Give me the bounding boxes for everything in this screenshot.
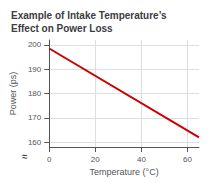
svg-text:Example of Intake Temperature’: Example of Intake Temperature’s [11, 10, 167, 21]
svg-text:≈: ≈ [22, 151, 28, 162]
svg-text:160: 160 [28, 138, 42, 147]
svg-text:40: 40 [137, 155, 146, 164]
svg-text:20: 20 [91, 155, 100, 164]
svg-text:200: 200 [28, 40, 42, 49]
svg-text:Power (ps): Power (ps) [8, 72, 18, 116]
svg-text:190: 190 [28, 65, 42, 74]
svg-text:170: 170 [28, 113, 42, 122]
svg-text:Effect on Power Loss: Effect on Power Loss [11, 23, 113, 34]
svg-text:180: 180 [28, 89, 42, 98]
svg-text:Temperature (°C): Temperature (°C) [90, 167, 159, 177]
svg-text:0: 0 [47, 155, 52, 164]
svg-text:60: 60 [183, 155, 192, 164]
